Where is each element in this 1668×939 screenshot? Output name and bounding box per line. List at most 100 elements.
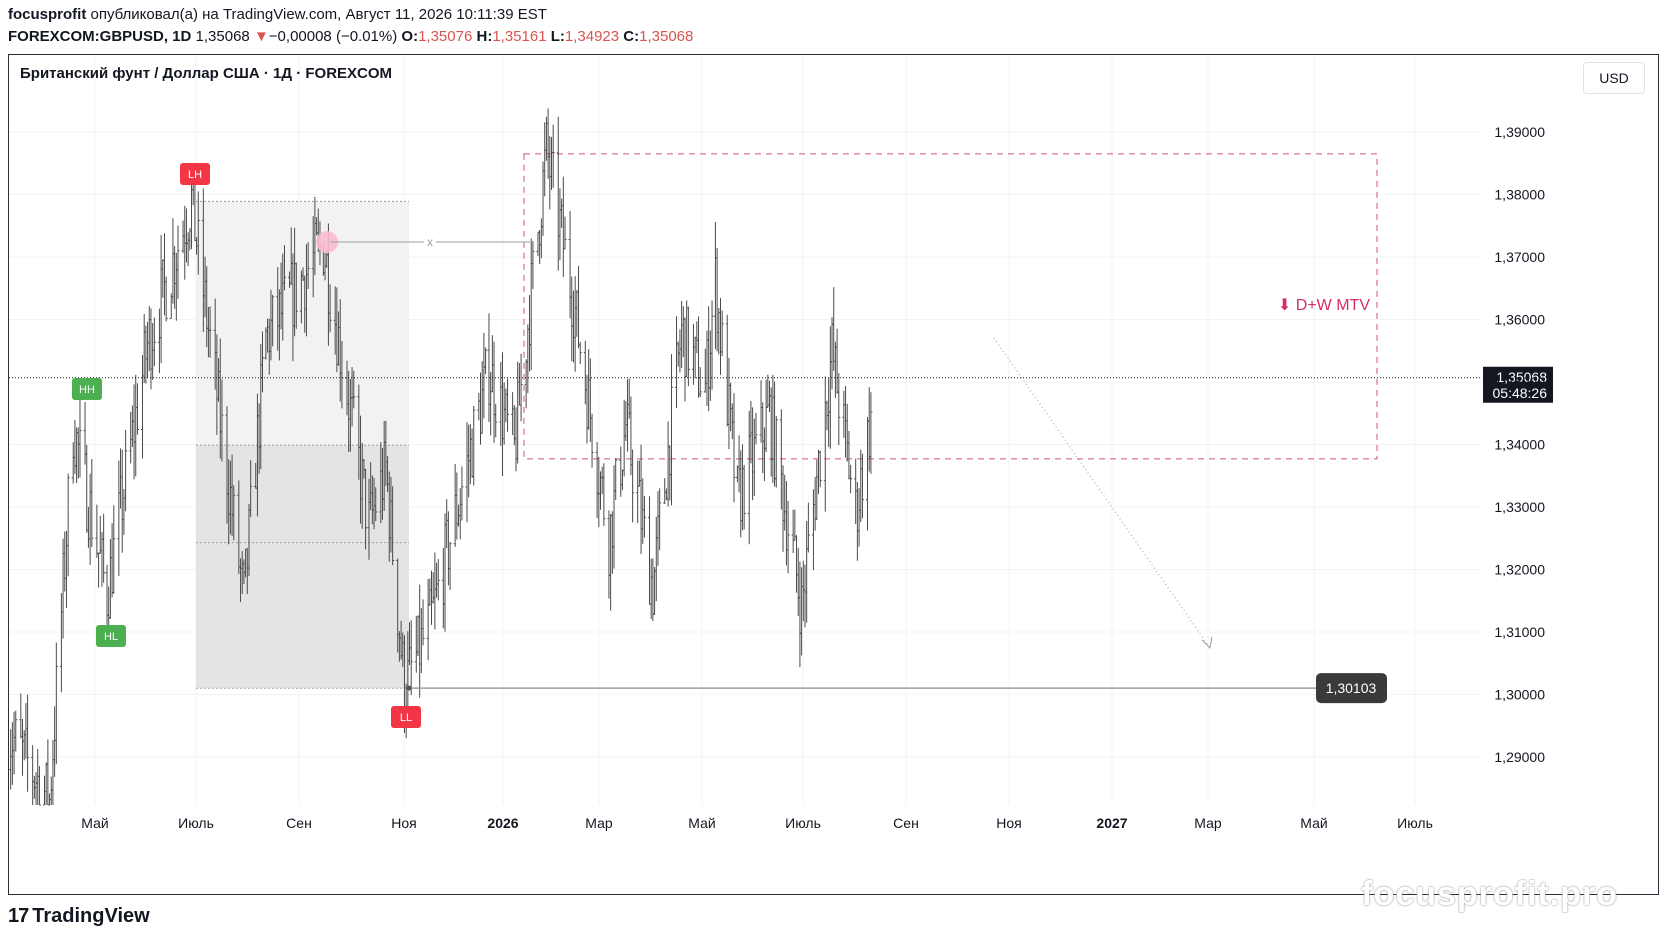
ohlc-bar xyxy=(727,357,731,450)
ohlc-bar xyxy=(854,458,858,525)
ohlc-bar xyxy=(120,449,124,553)
ohlc-bar xyxy=(676,341,680,367)
ohlc-bar xyxy=(609,514,613,611)
swing-label-box xyxy=(96,625,126,647)
time-tick-label: Ноя xyxy=(996,815,1021,831)
x-marker-bg xyxy=(424,235,436,249)
ohlc-bar xyxy=(249,460,253,517)
drawing-shapes xyxy=(196,153,1378,689)
ohlc-bar xyxy=(752,418,756,497)
ohlc-bar xyxy=(176,225,180,299)
ohlc-bar xyxy=(590,413,594,468)
ohlc-bar xyxy=(132,384,136,480)
ohlc-bar xyxy=(161,259,165,298)
ohlc-bar xyxy=(480,361,484,434)
ohlc-bar xyxy=(31,745,35,805)
ohlc-bar xyxy=(541,161,545,236)
ohlc-bar xyxy=(833,341,837,399)
swing-label-lh: LH xyxy=(188,169,202,181)
ohlc-bar xyxy=(421,599,425,646)
ohlc-bar xyxy=(732,393,736,503)
ohlc-bar xyxy=(328,284,332,333)
ohlc-bar xyxy=(59,593,63,693)
ohlc-bar xyxy=(769,387,773,477)
ohlc-bar xyxy=(849,464,853,494)
ohlc-bar xyxy=(568,210,572,319)
symbol-label[interactable]: FOREXCOM:GBPUSD, 1D xyxy=(8,28,192,45)
ohlc-bar xyxy=(577,265,581,349)
ohlc-bar xyxy=(773,381,777,487)
ohlc-bar xyxy=(14,710,18,752)
price-tick-label: 1,34000 xyxy=(1494,437,1545,453)
currency-button[interactable]: USD xyxy=(1583,62,1645,94)
ohlc-bar xyxy=(19,693,23,739)
ohlc-bar xyxy=(764,379,768,453)
price-tick-label: 1,37000 xyxy=(1494,249,1545,265)
ohlc-bar xyxy=(602,463,606,527)
ohlc-bar xyxy=(524,359,528,409)
ohlc-bar xyxy=(774,416,778,488)
ohlc-bar xyxy=(629,396,633,476)
ohlc-bar xyxy=(173,246,177,309)
ohlc-bar xyxy=(100,532,104,587)
symbol-info: FOREXCOM:GBPUSD, 1D 1,35068 ▼−0,00008 (−… xyxy=(8,28,693,45)
ohlc-bar xyxy=(147,306,151,372)
ohlc-bar xyxy=(490,335,494,393)
ohlc-bar xyxy=(42,775,46,806)
time-tick-label: Мар xyxy=(1194,815,1222,831)
swing-label-box xyxy=(391,706,421,728)
ohlc-bar xyxy=(828,326,832,449)
ohlc-bar xyxy=(90,458,94,548)
ohlc-bar xyxy=(159,234,163,364)
ohlc-bar xyxy=(75,427,79,483)
ohlc-bar xyxy=(860,453,864,519)
ohlc-bar xyxy=(585,374,589,444)
ohlc-bar xyxy=(435,562,439,598)
ohlc-bar xyxy=(458,488,462,540)
time-tick-label: 2026 xyxy=(487,815,518,831)
ohlc-bar xyxy=(600,466,604,495)
ohlc-bar xyxy=(698,367,702,398)
price-tick-label: 1,35000 xyxy=(1494,374,1545,390)
time-tick-label: Июль xyxy=(178,815,214,831)
ohlc-bar xyxy=(653,567,657,615)
ohlc-bar xyxy=(460,466,464,521)
ohlc-bar xyxy=(813,476,817,531)
ohlc-bar xyxy=(791,509,795,553)
ohlc-bar xyxy=(409,620,413,696)
ohlc-bar xyxy=(49,776,53,805)
swing-label-ll: LL xyxy=(400,712,412,724)
tradingview-logo[interactable]: 17 TradingView xyxy=(8,905,150,928)
ohlc-bar xyxy=(739,450,743,538)
ohlc-bar xyxy=(504,388,508,423)
ohlc-bar xyxy=(570,276,574,362)
ohlc-bar xyxy=(597,456,601,528)
ohlc-bar xyxy=(651,558,655,622)
price-tick-label: 1,33000 xyxy=(1494,499,1545,515)
ohlc-bar xyxy=(561,176,565,277)
ohlc-bar xyxy=(637,460,641,487)
ohlc-bar xyxy=(108,538,112,619)
ohlc-bar xyxy=(548,135,552,210)
ohlc-bar xyxy=(141,355,145,459)
ohlc-bar xyxy=(693,336,697,379)
ohlc-bar xyxy=(428,578,432,606)
ohlc-bar xyxy=(761,402,765,474)
ohlc-bar xyxy=(766,374,770,408)
ohlc-bar xyxy=(63,531,67,592)
ohlc-bar xyxy=(610,511,614,574)
ohlc-bar xyxy=(707,306,711,412)
ohlc-bar xyxy=(426,579,430,661)
ohlc-bar xyxy=(654,516,658,602)
ohlc-bar xyxy=(631,449,635,523)
close-value: 1,35068 xyxy=(639,28,694,45)
ohlc-bar xyxy=(431,572,435,604)
author-name[interactable]: focusprofit xyxy=(8,6,87,23)
price-tick-label: 1,38000 xyxy=(1494,187,1545,203)
change-value: −0,00008 (−0.01%) xyxy=(268,28,398,45)
ohlc-bar xyxy=(607,510,611,599)
ohlc-bar xyxy=(271,294,275,347)
ohlc-bar xyxy=(869,392,873,474)
ohlc-bar xyxy=(538,230,542,265)
